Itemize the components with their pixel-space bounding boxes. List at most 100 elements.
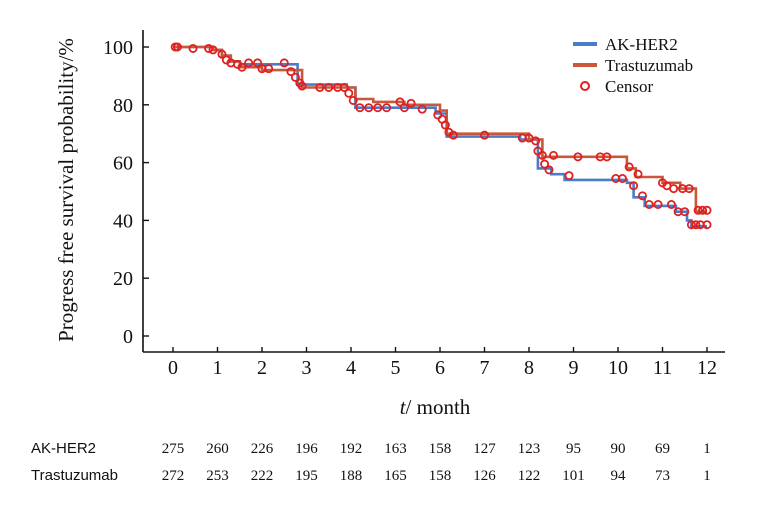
censor-mark (339, 82, 349, 92)
risk-count: 158 (429, 468, 452, 484)
risk-count: 195 (295, 468, 318, 484)
censor-mark (290, 72, 300, 82)
x-tick-label: 3 (302, 357, 312, 379)
censor-mark (684, 184, 694, 194)
risk-count: 192 (340, 441, 363, 457)
censor-mark (417, 104, 427, 114)
censor-mark (286, 67, 296, 77)
censor-mark (172, 42, 182, 52)
censor-mark (680, 207, 690, 217)
y-tick-label: 40 (113, 210, 133, 232)
censor-mark (253, 58, 263, 68)
risk-count: 127 (473, 441, 496, 457)
censor-mark (188, 43, 198, 53)
censor-mark (217, 49, 227, 59)
censor-mark (355, 103, 365, 113)
risk-count: 188 (340, 468, 363, 484)
legend: AK-HER2 Trastuzumab Censor (573, 35, 693, 96)
censor-mark (264, 64, 274, 74)
censor-mark (617, 173, 627, 183)
x-tick-label: 6 (435, 357, 445, 379)
censor-mark (629, 181, 639, 191)
censor-mark (644, 200, 654, 210)
y-axis-label: Progress free survival probability/% (54, 38, 78, 342)
risk-count: 272 (162, 468, 185, 484)
risk-count: 101 (562, 468, 585, 484)
risk-count: 165 (384, 468, 407, 484)
risk-count: 90 (611, 441, 626, 457)
risk-count: 73 (655, 468, 670, 484)
risk-count: 123 (518, 441, 541, 457)
x-tick-label: 0 (168, 357, 178, 379)
censor-mark (693, 205, 703, 215)
x-tick-label: 5 (391, 357, 401, 379)
censor-mark (348, 95, 358, 105)
risk-count: 275 (162, 441, 185, 457)
legend-label: Censor (605, 77, 654, 96)
censor-mark (548, 150, 558, 160)
censor-mark (395, 97, 405, 107)
risk-count: 1 (703, 468, 711, 484)
censor-mark (479, 130, 489, 140)
censor-mark (544, 165, 554, 175)
y-tick-label: 20 (113, 268, 133, 290)
censor-mark (637, 191, 647, 201)
risk-table: AK-HER2 275 260 226 196 192 163 158 127 123 95 90 69… (31, 440, 711, 484)
risk-count: 260 (206, 441, 229, 457)
censor-mark (531, 136, 541, 146)
x-tick-label: 1 (213, 357, 223, 379)
y-tick-label: 80 (113, 95, 133, 117)
risk-count: 158 (429, 441, 452, 457)
censor-mark (624, 162, 634, 172)
x-tick-label: 7 (480, 357, 490, 379)
censor-mark (537, 150, 547, 160)
risk-count: 196 (295, 441, 318, 457)
censor-mark (324, 82, 334, 92)
x-axis-label: t/ month (400, 395, 471, 419)
censor-mark (686, 220, 696, 230)
risk-count: 253 (206, 468, 229, 484)
risk-count: 126 (473, 468, 496, 484)
legend-swatch (580, 81, 590, 91)
censor-mark (364, 103, 374, 113)
risk-count: 69 (655, 441, 670, 457)
censor-mark (564, 171, 574, 181)
censor-mark (406, 98, 416, 108)
legend-label: AK-HER2 (605, 35, 678, 54)
censor-mark (698, 205, 708, 215)
censor-mark (208, 45, 218, 55)
x-tick-label: 12 (697, 357, 717, 379)
censor-mark (244, 58, 254, 68)
censor-mark (602, 152, 612, 162)
censor-mark (633, 169, 643, 179)
y-tick-label: 100 (103, 37, 133, 59)
censor-mark (373, 103, 383, 113)
risk-count: 94 (611, 468, 627, 484)
legend-label: Trastuzumab (605, 56, 693, 75)
x-tick-label: 10 (608, 357, 628, 379)
censor-mark (204, 43, 214, 53)
censor-mark (448, 130, 458, 140)
censor-mark (702, 205, 712, 215)
censor-mark (573, 152, 583, 162)
plot-area (170, 42, 712, 230)
censor-mark (440, 120, 450, 130)
censor-mark (653, 200, 663, 210)
risk-count: 222 (251, 468, 274, 484)
censor-mark (315, 82, 325, 92)
x-tick-label: 9 (569, 357, 579, 379)
x-tick-label: 8 (524, 357, 534, 379)
y-tick-label: 60 (113, 153, 133, 175)
risk-count: 122 (518, 468, 541, 484)
censor-mark (691, 220, 701, 230)
censor-mark (540, 159, 550, 169)
x-tick-label: 2 (257, 357, 267, 379)
risk-count: 1 (703, 441, 711, 457)
risk-count: 226 (251, 441, 274, 457)
censor-mark (237, 62, 247, 72)
censor-mark (669, 184, 679, 194)
risk-row-label: Trastuzumab (31, 467, 118, 484)
censor-mark (344, 88, 354, 98)
